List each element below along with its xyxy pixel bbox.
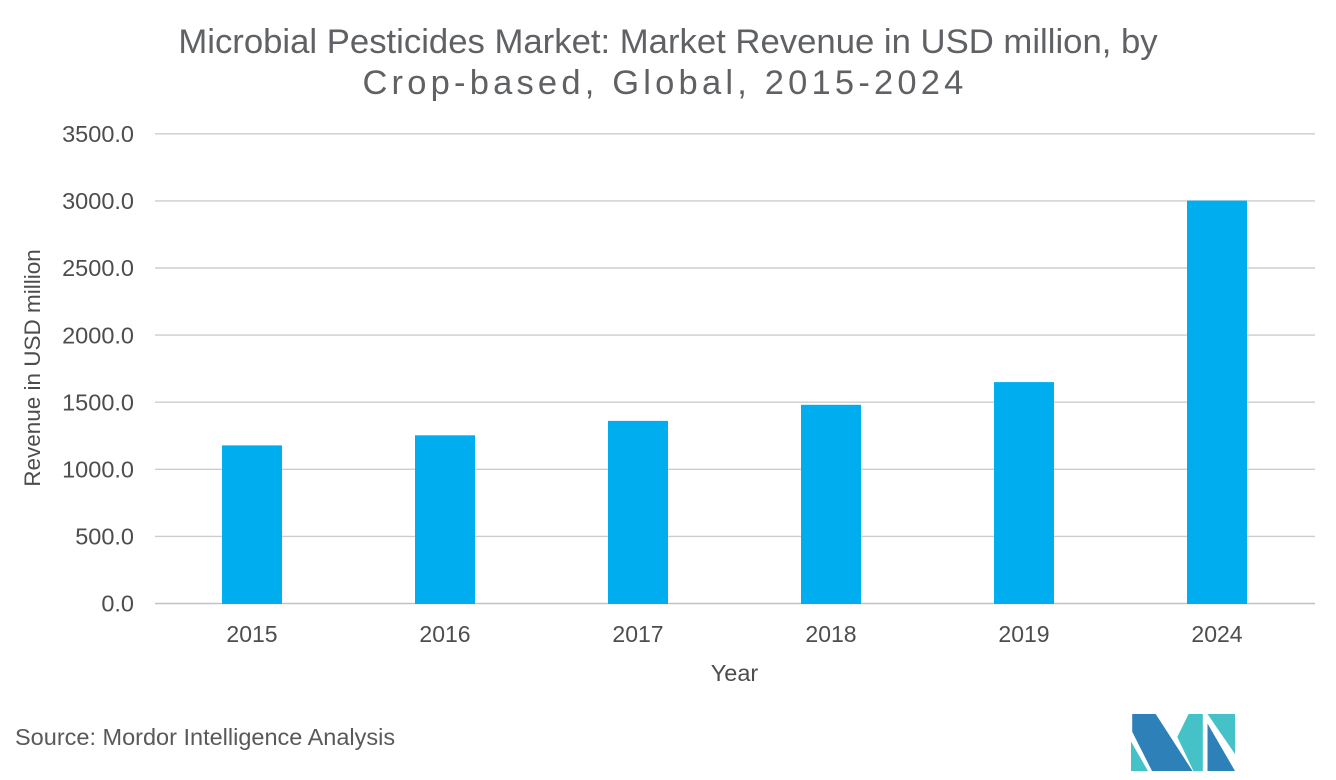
svg-text:Year: Year	[711, 660, 759, 686]
svg-text:2000.0: 2000.0	[62, 322, 134, 348]
svg-text:Revenue in USD million: Revenue in USD million	[20, 249, 45, 487]
svg-text:1500.0: 1500.0	[62, 389, 134, 415]
svg-text:2024: 2024	[1191, 621, 1242, 647]
svg-text:2016: 2016	[419, 621, 470, 647]
svg-text:3000.0: 3000.0	[62, 188, 134, 214]
svg-text:3500.0: 3500.0	[62, 121, 134, 147]
svg-text:2019: 2019	[998, 621, 1049, 647]
svg-text:2018: 2018	[805, 621, 856, 647]
svg-text:2017: 2017	[612, 621, 663, 647]
svg-text:500.0: 500.0	[75, 524, 134, 550]
svg-text:2015: 2015	[226, 621, 277, 647]
svg-text:2500.0: 2500.0	[62, 255, 134, 281]
svg-text:1000.0: 1000.0	[62, 457, 134, 483]
svg-text:Source: Mordor Intelligence An: Source: Mordor Intelligence Analysis	[15, 724, 395, 750]
svg-text:0.0: 0.0	[101, 591, 134, 617]
svg-text:Microbial Pesticides Market: M: Microbial Pesticides Market: Market Reve…	[178, 23, 1158, 61]
svg-text:Crop-based, Global, 2015-2024: Crop-based, Global, 2015-2024	[362, 64, 967, 102]
